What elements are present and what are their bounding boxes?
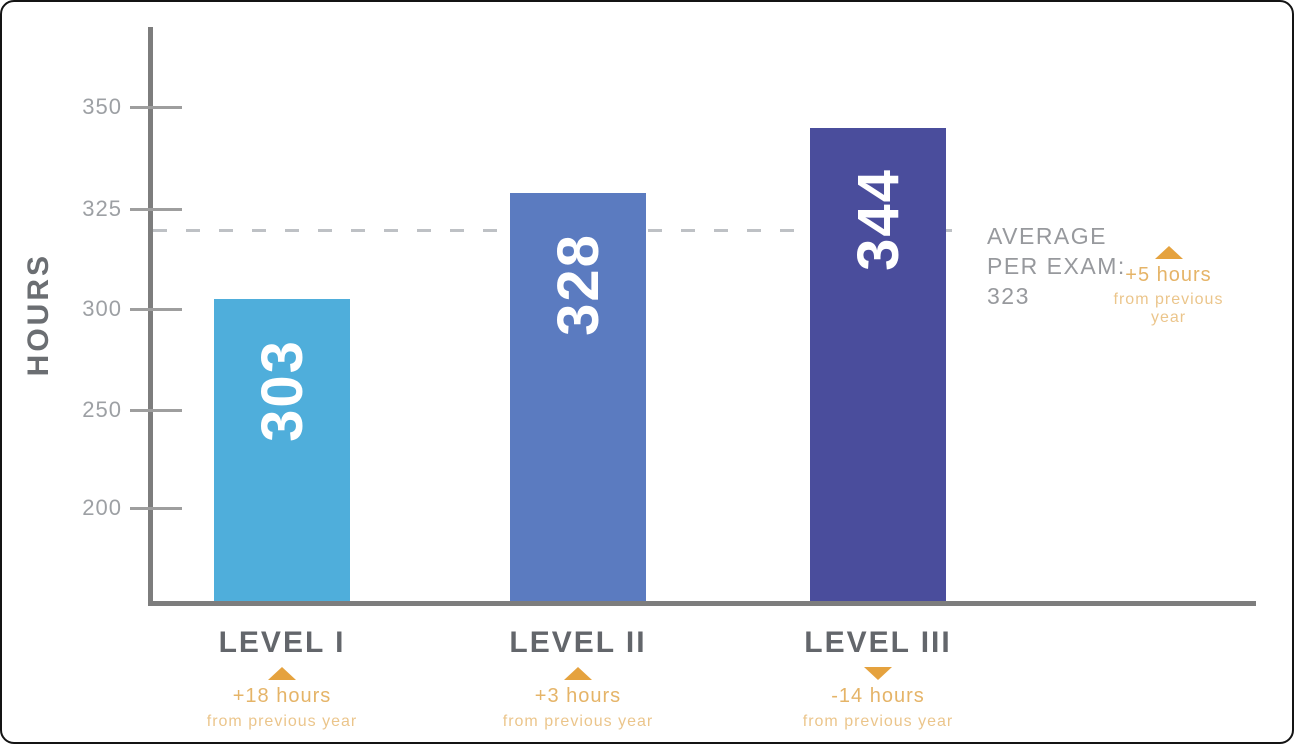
- delta-note: from previous year: [502, 713, 654, 730]
- x-axis-line: [148, 601, 1256, 606]
- tick-label-325: 325: [82, 196, 122, 221]
- y-axis-line: [148, 27, 153, 606]
- average-line2: PER EXAM:: [987, 253, 1126, 279]
- bar-value-box: 328: [510, 223, 646, 345]
- delta-text: +18 hours: [232, 685, 332, 707]
- bar-level-iii: 344: [810, 128, 946, 601]
- bar-value-label: 344: [845, 167, 911, 271]
- tick-label-350: 350: [82, 94, 122, 119]
- up-arrow-icon: [564, 667, 592, 680]
- y-axis-title: HOURS: [22, 253, 55, 377]
- tick-label-200: 200: [82, 495, 122, 520]
- delta-text: +5 hours: [1125, 264, 1212, 286]
- bar-value-box: 303: [214, 329, 350, 451]
- tick-mark-250: [130, 409, 182, 412]
- average-line1: AVERAGE: [987, 223, 1107, 249]
- delta-note: from previous year: [1113, 291, 1224, 326]
- bar-value-label: 303: [249, 338, 315, 442]
- delta-text: +3 hours: [534, 685, 622, 707]
- level-iii-label-group: LEVEL III -14 hours from previous year: [768, 626, 988, 731]
- category-label: LEVEL III: [804, 626, 952, 659]
- delta-note: from previous year: [206, 713, 358, 730]
- bar-value-box: 344: [810, 158, 946, 280]
- level-ii-label-group: LEVEL II +3 hours from previous year: [468, 626, 688, 731]
- delta-text: -14 hours: [831, 685, 925, 707]
- bar-value-label: 328: [545, 232, 611, 336]
- tick-label-250: 250: [82, 397, 122, 422]
- category-label: LEVEL II: [509, 626, 647, 659]
- tick-mark-325: [130, 208, 182, 211]
- delta-note: from previous year: [802, 713, 954, 730]
- category-label: LEVEL I: [218, 626, 346, 659]
- tick-label-300: 300: [82, 296, 122, 321]
- average-delta-group: +5 hours from previous year: [1096, 246, 1241, 327]
- average-value: 323: [987, 283, 1030, 309]
- bar-level-i: 303: [214, 299, 350, 601]
- tick-mark-350: [130, 106, 182, 109]
- up-arrow-icon: [1154, 246, 1183, 259]
- level-i-label-group: LEVEL I +18 hours from previous year: [172, 626, 392, 731]
- down-arrow-icon: [864, 667, 892, 680]
- up-arrow-icon: [268, 667, 296, 680]
- average-annotation: AVERAGE PER EXAM: 323: [987, 221, 1126, 311]
- bar-level-ii: 328: [510, 193, 646, 601]
- tick-mark-200: [130, 507, 182, 510]
- tick-mark-300: [130, 308, 182, 311]
